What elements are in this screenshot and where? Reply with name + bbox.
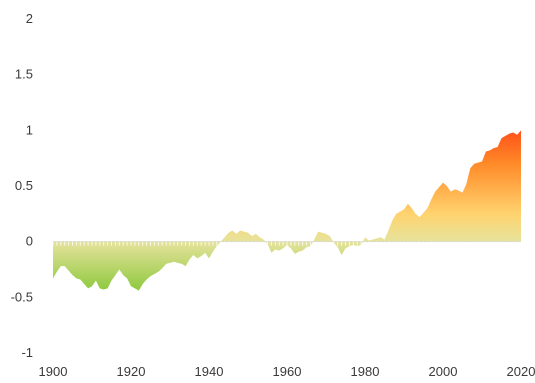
x-tick-label: 1960 bbox=[273, 364, 302, 379]
x-tick-label: 1980 bbox=[351, 364, 380, 379]
zero-baseline bbox=[52, 241, 522, 246]
x-tick-label: 1920 bbox=[117, 364, 146, 379]
y-tick-label: 0.5 bbox=[15, 178, 33, 193]
y-tick-label: 1.5 bbox=[15, 67, 33, 82]
y-tick-label: -1 bbox=[21, 345, 33, 360]
y-axis: 2 1.5 1 0.5 0 -0.5 -1 bbox=[11, 11, 33, 360]
y-tick-label: 2 bbox=[26, 11, 33, 26]
x-tick-label: 2020 bbox=[507, 364, 535, 379]
y-tick-label: 1 bbox=[26, 122, 33, 137]
x-tick-label: 2000 bbox=[429, 364, 458, 379]
area-layer bbox=[53, 130, 521, 291]
anomaly-area bbox=[53, 130, 521, 291]
x-axis: 1900 1920 1940 1960 1980 2000 2020 bbox=[39, 364, 535, 379]
x-tick-label: 1940 bbox=[195, 364, 224, 379]
y-tick-label: -0.5 bbox=[11, 289, 33, 304]
y-tick-label: 0 bbox=[26, 234, 33, 249]
x-tick-label: 1900 bbox=[39, 364, 68, 379]
